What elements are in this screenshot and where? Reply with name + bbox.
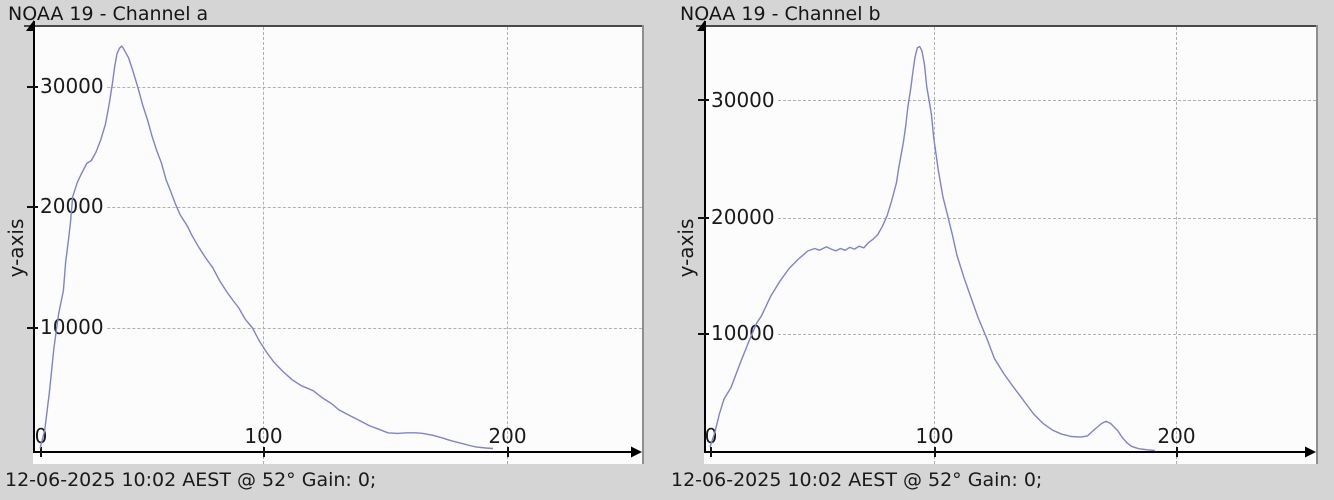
x-tick	[710, 447, 712, 457]
y-tick	[698, 217, 710, 219]
x-tick-label-0: 0	[704, 424, 718, 448]
chart-caption: 12-06-2025 10:02 AEST @ 52° Gain: 0;	[5, 469, 377, 491]
y-axis-line	[704, 21, 706, 453]
plot-area	[33, 27, 642, 464]
gridline-y-10000	[698, 334, 1316, 335]
x-tick	[263, 447, 265, 457]
y-tick-label-30000: 30000	[709, 88, 777, 112]
panel-right-border	[1316, 25, 1318, 464]
gridline-y-10000	[27, 328, 642, 329]
y-tick	[27, 327, 39, 329]
gridline-x-100	[263, 27, 264, 464]
gridline-y-30000	[27, 87, 642, 88]
gridline-x-200	[507, 27, 508, 464]
plot-area	[704, 27, 1316, 464]
y-axis-line	[33, 21, 35, 453]
y-tick-label-30000: 30000	[38, 74, 106, 98]
gridline-y-30000	[698, 100, 1316, 101]
chart-caption: 12-06-2025 10:02 AEST @ 52° Gain: 0;	[671, 469, 1043, 491]
gridline-y-20000	[27, 207, 642, 208]
gridline-y-20000	[698, 218, 1316, 219]
y-tick-label-20000: 20000	[38, 194, 106, 218]
x-tick-label-100: 100	[915, 424, 954, 448]
y-axis-title: y-axis	[674, 218, 698, 278]
y-tick-label-20000: 20000	[709, 205, 777, 229]
x-tick	[934, 447, 936, 457]
x-tick	[1176, 447, 1178, 457]
y-axis-title: y-axis	[4, 218, 28, 278]
gridline-x-100	[934, 27, 935, 464]
y-tick	[698, 99, 710, 101]
x-axis-line	[33, 451, 637, 453]
x-tick-label-200: 200	[1157, 424, 1196, 448]
y-tick	[698, 333, 710, 335]
chart-title: NOAA 19 - Channel b	[680, 3, 881, 25]
x-tick-label-0: 0	[34, 424, 48, 448]
x-tick-label-100: 100	[244, 424, 283, 448]
y-tick	[27, 206, 39, 208]
chart-title: NOAA 19 - Channel a	[8, 3, 209, 25]
y-tick-label-10000: 10000	[709, 321, 777, 345]
x-tick	[40, 447, 42, 457]
x-axis-line	[704, 451, 1311, 453]
panel-right-border	[642, 25, 644, 464]
x-tick	[507, 447, 509, 457]
gridline-x-200	[1176, 27, 1177, 464]
y-tick	[27, 86, 39, 88]
x-tick-label-200: 200	[488, 424, 527, 448]
y-tick-label-10000: 10000	[38, 315, 106, 339]
title-underline	[696, 25, 1316, 27]
title-underline	[24, 25, 642, 27]
